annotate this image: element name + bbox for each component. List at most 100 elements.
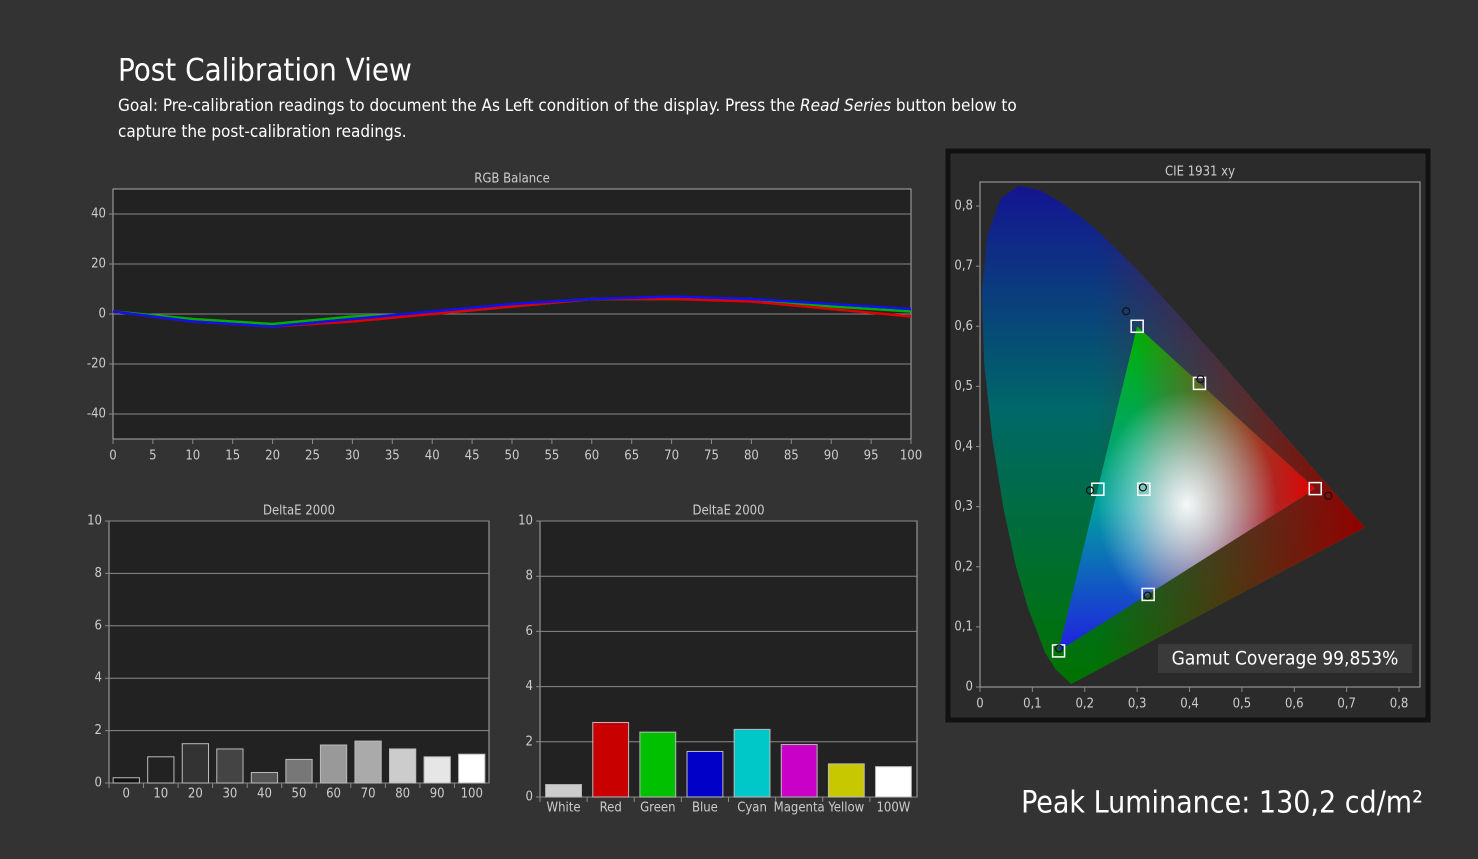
x-tick-label: 20 [188, 787, 203, 802]
x-tick-label: 85 [784, 449, 799, 464]
y-tick-label: 0,4 [954, 439, 973, 454]
bar [216, 748, 244, 784]
y-tick-label: 0 [99, 307, 106, 322]
x-tick-label: 45 [465, 449, 480, 464]
x-tick-label: 0 [976, 697, 983, 712]
bar [389, 748, 417, 784]
y-tick-label: 4 [95, 671, 102, 686]
bar [423, 756, 451, 784]
bar [545, 784, 582, 798]
target-marker [1091, 482, 1105, 496]
y-tick-label: 8 [526, 569, 533, 584]
gamut-coverage: Gamut Coverage 99,853% [1172, 648, 1399, 670]
measured-marker [1196, 375, 1205, 384]
chart-title: RGB Balance [474, 172, 550, 187]
target-marker [1141, 587, 1155, 602]
y-tick-label: 0,1 [954, 619, 973, 634]
goal-emphasis: Read Series [800, 96, 891, 116]
gamut-box [1158, 644, 1412, 673]
bar [354, 740, 382, 784]
x-tick-label: 0,1 [1023, 697, 1042, 712]
x-tick-label: Blue [692, 801, 718, 816]
y-tick-label: 4 [526, 679, 533, 694]
x-tick-label: 10 [185, 449, 200, 464]
x-tick-label: 70 [664, 449, 679, 464]
goal-text: Goal: Pre-calibration readings to docume… [118, 96, 1017, 116]
measured-marker [1085, 486, 1095, 495]
bar [112, 777, 140, 784]
y-tick-label: 0,8 [954, 199, 973, 214]
y-tick-label: 0,6 [954, 319, 973, 334]
chart-title: DeltaE 2000 [692, 504, 764, 519]
measured-marker [1054, 644, 1064, 653]
x-tick-label: Magenta [774, 801, 825, 816]
bar [319, 744, 348, 784]
bar [686, 750, 724, 798]
x-tick-label: 100 [900, 449, 922, 464]
x-tick-label: Red [600, 801, 622, 816]
x-tick-label: Green [640, 801, 675, 816]
y-tick-label: 20 [91, 257, 106, 272]
x-tick-label: 100W [876, 801, 910, 816]
bar [780, 744, 818, 798]
page-title: Post Calibration View [118, 53, 412, 89]
y-tick-label: 0 [95, 776, 102, 791]
x-tick-label: 60 [326, 787, 341, 802]
peak-luminance: Peak Luminance: 130,2 cd/m² [1021, 786, 1423, 821]
x-tick-label: 0,5 [1233, 697, 1252, 712]
x-tick-label: 0 [109, 449, 116, 464]
x-tick-label: 0,2 [1075, 697, 1094, 712]
x-tick-label: 25 [305, 449, 320, 464]
x-tick-label: 75 [704, 449, 719, 464]
bar [875, 766, 912, 798]
bar [285, 758, 313, 784]
x-tick-label: 90 [430, 787, 445, 802]
y-tick-label: 2 [526, 734, 533, 749]
x-tick-label: 95 [864, 449, 879, 464]
x-tick-label: 70 [361, 787, 376, 802]
x-tick-label: 40 [425, 449, 440, 464]
x-tick-label: 50 [292, 787, 307, 802]
goal-text-line-2: capture the post-calibration readings. [118, 122, 407, 142]
x-tick-label: 0,4 [1180, 697, 1199, 712]
y-tick-label: 6 [95, 618, 102, 633]
x-tick-label: 0,6 [1285, 697, 1304, 712]
x-tick-label: Cyan [737, 801, 767, 816]
measured-marker [1324, 491, 1333, 500]
measured-marker [1138, 483, 1148, 492]
bar [592, 721, 630, 798]
x-tick-label: 0,8 [1390, 697, 1409, 712]
y-tick-label: -20 [87, 357, 106, 372]
x-tick-label: 50 [505, 449, 520, 464]
x-tick-label: 40 [257, 787, 272, 802]
x-tick-label: 0,7 [1337, 697, 1356, 712]
measured-marker [1122, 307, 1131, 316]
bar [147, 756, 175, 784]
goal-start: Goal: Pre-calibration readings to docume… [118, 96, 800, 116]
y-tick-label: 10 [518, 514, 533, 529]
x-tick-label: 10 [153, 787, 168, 802]
x-tick-label: White [547, 801, 581, 816]
x-tick-label: 80 [744, 449, 759, 464]
x-tick-label: 0,3 [1128, 697, 1147, 712]
goal-end: button below to [891, 96, 1017, 116]
x-tick-label: 60 [584, 449, 599, 464]
x-tick-label: 55 [544, 449, 559, 464]
y-tick-label: 0,7 [954, 259, 973, 274]
bar [181, 743, 209, 784]
bar [639, 731, 677, 798]
x-tick-label: 30 [222, 787, 237, 802]
y-tick-label: 0,3 [954, 499, 973, 514]
y-tick-label: 0 [526, 790, 533, 805]
x-tick-label: 5 [149, 449, 156, 464]
y-tick-label: 10 [87, 514, 102, 529]
x-tick-label: Yellow [827, 801, 864, 816]
chart-title: DeltaE 2000 [263, 504, 335, 519]
gamut-triangle-white [1058, 326, 1316, 651]
y-tick-label: 0,5 [954, 379, 973, 394]
chart-title: CIE 1931 xy [1165, 165, 1235, 180]
x-tick-label: 100 [461, 787, 483, 802]
target-marker [1308, 481, 1322, 496]
